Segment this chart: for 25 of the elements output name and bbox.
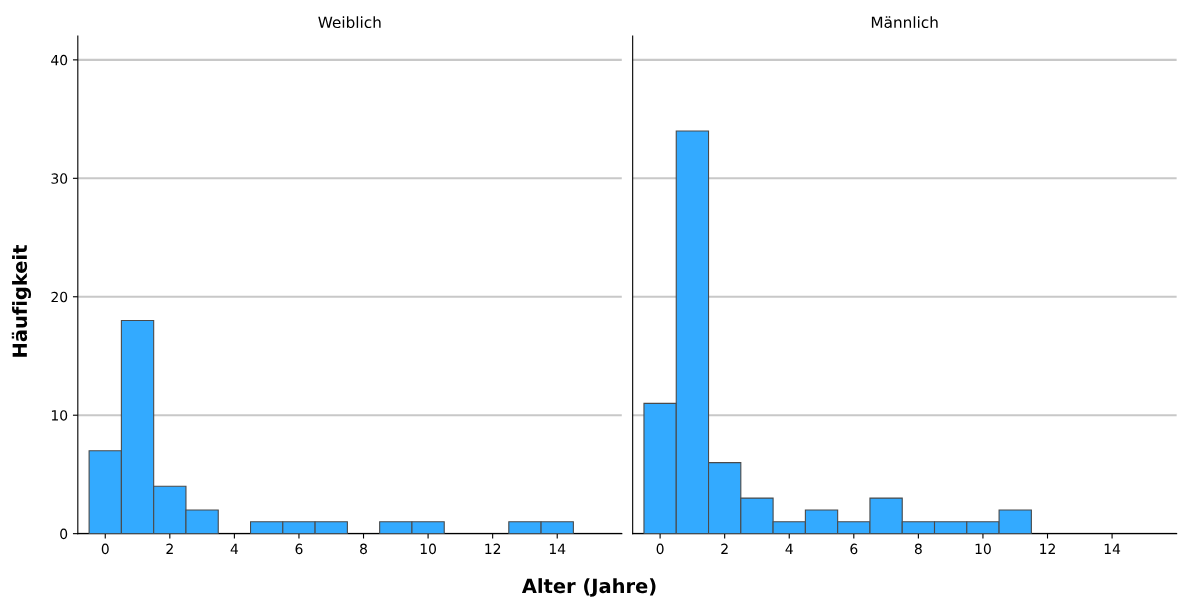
x-tick-label: 12 [1040, 543, 1055, 554]
y-tick-label: 0 [60, 528, 68, 540]
x-tick-label: 14 [549, 543, 566, 554]
x-tick-label: 8 [360, 543, 367, 555]
chart-title: Weiblich [318, 16, 381, 29]
x-tick-label: 14 [1104, 543, 1121, 554]
x-tick-label: 12 [485, 543, 501, 554]
x-tick-label: 0 [656, 543, 664, 555]
x-tick-label: 4 [230, 543, 239, 554]
x-tick-label: 8 [914, 543, 922, 555]
y-tick-label: 20 [51, 291, 68, 303]
x-tick-label: 6 [850, 543, 858, 555]
x-tick-label: 4 [785, 543, 793, 554]
x-tick-label: 6 [295, 543, 303, 555]
y-tick-label: 10 [51, 410, 68, 421]
x-tick-label: 2 [166, 543, 173, 554]
x-tick-label: 10 [420, 543, 436, 555]
x-axis-title: Alter (Jahre) [521, 578, 656, 597]
x-tick-label: 10 [975, 543, 991, 555]
x-tick-label: 0 [101, 543, 109, 555]
y-tick-label: 40 [51, 54, 68, 66]
y-tick-label: 30 [51, 173, 68, 184]
x-tick-label: 2 [721, 543, 728, 554]
chart-title: Männlich [871, 16, 938, 29]
y-axis-title: Häufigkeit [11, 245, 32, 357]
